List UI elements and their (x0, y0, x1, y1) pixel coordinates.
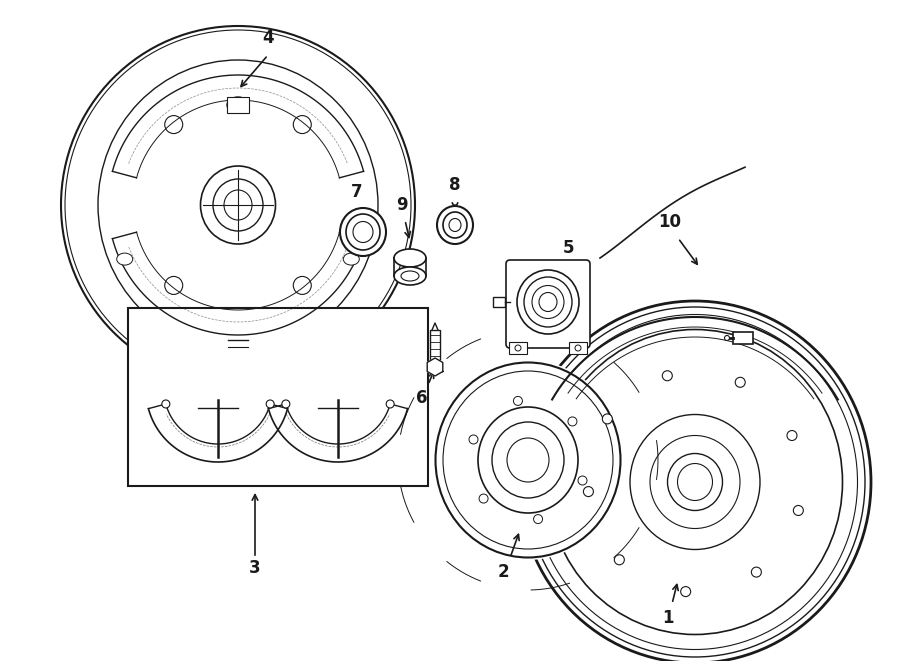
Bar (493, 297, 505, 307)
Ellipse shape (282, 400, 290, 408)
Ellipse shape (787, 430, 797, 440)
Ellipse shape (668, 453, 723, 510)
Ellipse shape (227, 97, 249, 113)
Ellipse shape (724, 336, 730, 340)
Text: 9: 9 (396, 196, 408, 214)
Ellipse shape (662, 371, 672, 381)
Ellipse shape (513, 397, 522, 405)
Ellipse shape (602, 414, 612, 424)
Ellipse shape (437, 206, 473, 244)
Ellipse shape (340, 208, 386, 256)
Text: 7: 7 (351, 183, 363, 201)
Text: 3: 3 (249, 559, 261, 577)
Ellipse shape (449, 219, 461, 231)
Ellipse shape (479, 494, 488, 503)
Text: 8: 8 (449, 176, 461, 194)
Ellipse shape (515, 345, 521, 351)
Ellipse shape (266, 400, 274, 408)
Ellipse shape (507, 438, 549, 482)
Ellipse shape (394, 249, 426, 267)
Ellipse shape (386, 400, 394, 408)
Ellipse shape (117, 253, 132, 265)
Ellipse shape (165, 276, 183, 294)
Bar (509, 342, 527, 354)
Ellipse shape (401, 271, 419, 281)
Ellipse shape (469, 435, 478, 444)
Polygon shape (428, 358, 443, 376)
Bar (227, 97, 249, 113)
Ellipse shape (60, 26, 416, 384)
Ellipse shape (568, 417, 577, 426)
Bar (128, 308, 428, 486)
Bar (430, 330, 440, 360)
Ellipse shape (162, 400, 170, 408)
Ellipse shape (353, 221, 373, 243)
Ellipse shape (578, 476, 587, 485)
Ellipse shape (735, 377, 745, 387)
Ellipse shape (517, 270, 579, 334)
FancyBboxPatch shape (506, 260, 590, 348)
Ellipse shape (165, 116, 183, 134)
Bar (733, 332, 753, 344)
Ellipse shape (293, 276, 311, 294)
Ellipse shape (534, 514, 543, 524)
Bar (569, 342, 587, 354)
Ellipse shape (615, 555, 625, 564)
Text: 6: 6 (416, 389, 428, 407)
Ellipse shape (794, 506, 804, 516)
Ellipse shape (583, 486, 593, 496)
Ellipse shape (293, 116, 311, 134)
Text: 10: 10 (659, 213, 681, 231)
Ellipse shape (752, 567, 761, 577)
Text: 4: 4 (262, 29, 274, 47)
Text: 1: 1 (662, 609, 674, 627)
Text: 5: 5 (562, 239, 574, 257)
Ellipse shape (394, 267, 426, 285)
Ellipse shape (680, 586, 690, 597)
Ellipse shape (575, 345, 581, 351)
Ellipse shape (224, 190, 252, 220)
Ellipse shape (433, 360, 623, 560)
Ellipse shape (343, 253, 359, 265)
Ellipse shape (518, 299, 872, 661)
Text: 2: 2 (497, 563, 508, 581)
